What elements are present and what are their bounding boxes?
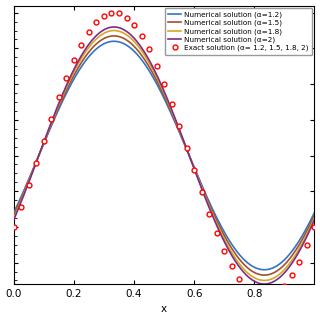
Numerical solution (α=1.8) [313,216,316,220]
Numerical solution (α=1.8) [155,76,159,80]
Numerical solution (α=2) [155,74,159,78]
Exact solution (α= 1.2, 1.5, 1.8, 2) [79,43,83,46]
Exact solution (α= 1.2, 1.5, 1.8, 2) [155,64,158,68]
Numerical solution (α=1.5) [112,34,116,38]
Exact solution (α= 1.2, 1.5, 1.8, 2) [230,265,234,268]
Exact solution (α= 1.2, 1.5, 1.8, 2) [49,116,53,120]
Numerical solution (α=2) [157,78,161,82]
Numerical solution (α=1.8) [12,216,16,220]
Numerical solution (α=1.2) [313,211,316,214]
Exact solution (α= 1.2, 1.5, 1.8, 2) [19,205,23,209]
Exact solution (α= 1.2, 1.5, 1.8, 2) [305,244,309,247]
X-axis label: x: x [161,304,167,315]
Numerical solution (α=1.2) [307,223,310,227]
Exact solution (α= 1.2, 1.5, 1.8, 2) [245,287,249,291]
Numerical solution (α=1.2) [191,164,195,167]
Numerical solution (α=1.8) [307,229,310,233]
Exact solution (α= 1.2, 1.5, 1.8, 2) [162,82,166,86]
Numerical solution (α=2) [112,25,116,29]
Exact solution (α= 1.2, 1.5, 1.8, 2) [237,277,241,281]
Numerical solution (α=1.5) [313,213,316,217]
Line: Numerical solution (α=2): Numerical solution (α=2) [14,27,315,284]
Numerical solution (α=2) [259,282,263,286]
Line: Numerical solution (α=1.8): Numerical solution (α=1.8) [14,30,315,280]
Exact solution (α= 1.2, 1.5, 1.8, 2) [117,12,121,15]
Exact solution (α= 1.2, 1.5, 1.8, 2) [275,292,279,295]
Exact solution (α= 1.2, 1.5, 1.8, 2) [290,273,294,277]
Numerical solution (α=1.2) [112,39,116,43]
Numerical solution (α=1.5) [191,164,195,168]
Exact solution (α= 1.2, 1.5, 1.8, 2) [102,14,106,18]
Numerical solution (α=1.5) [12,213,16,217]
Exact solution (α= 1.2, 1.5, 1.8, 2) [192,169,196,172]
Numerical solution (α=1.5) [157,83,161,87]
Exact solution (α= 1.2, 1.5, 1.8, 2) [252,293,256,297]
Exact solution (α= 1.2, 1.5, 1.8, 2) [12,225,16,229]
Numerical solution (α=1.8) [175,122,179,126]
Line: Numerical solution (α=1.5): Numerical solution (α=1.5) [14,36,315,275]
Exact solution (α= 1.2, 1.5, 1.8, 2) [268,296,271,300]
Numerical solution (α=1.5) [259,273,263,277]
Numerical solution (α=2) [12,218,16,222]
Exact solution (α= 1.2, 1.5, 1.8, 2) [140,34,143,38]
Exact solution (α= 1.2, 1.5, 1.8, 2) [260,296,264,300]
Exact solution (α= 1.2, 1.5, 1.8, 2) [185,146,188,150]
Numerical solution (α=1.2) [259,268,263,271]
Exact solution (α= 1.2, 1.5, 1.8, 2) [87,30,91,34]
Exact solution (α= 1.2, 1.5, 1.8, 2) [124,16,128,20]
Exact solution (α= 1.2, 1.5, 1.8, 2) [57,95,61,99]
Exact solution (α= 1.2, 1.5, 1.8, 2) [27,183,31,187]
Numerical solution (α=1.8) [259,278,263,282]
Numerical solution (α=2) [307,231,310,235]
Numerical solution (α=1.2) [155,83,159,87]
Line: Numerical solution (α=1.2): Numerical solution (α=1.2) [14,41,315,270]
Numerical solution (α=1.8) [157,80,161,84]
Numerical solution (α=1.2) [157,86,161,90]
Exact solution (α= 1.2, 1.5, 1.8, 2) [177,124,181,128]
Numerical solution (α=1.5) [175,124,179,127]
Legend: Numerical solution (α=1.2), Numerical solution (α=1.5), Numerical solution (α=1.: Numerical solution (α=1.2), Numerical so… [165,8,312,55]
Numerical solution (α=2) [191,165,195,169]
Exact solution (α= 1.2, 1.5, 1.8, 2) [132,23,136,27]
Exact solution (α= 1.2, 1.5, 1.8, 2) [42,139,46,142]
Numerical solution (α=2) [175,121,179,125]
Numerical solution (α=1.2) [262,268,266,272]
Exact solution (α= 1.2, 1.5, 1.8, 2) [109,11,113,15]
Exact solution (α= 1.2, 1.5, 1.8, 2) [222,249,226,253]
Numerical solution (α=1.2) [175,125,179,129]
Numerical solution (α=1.5) [262,273,266,277]
Numerical solution (α=1.5) [307,226,310,230]
Line: Exact solution (α= 1.2, 1.5, 1.8, 2): Exact solution (α= 1.2, 1.5, 1.8, 2) [11,11,317,300]
Exact solution (α= 1.2, 1.5, 1.8, 2) [313,225,316,229]
Numerical solution (α=2) [313,218,316,222]
Exact solution (α= 1.2, 1.5, 1.8, 2) [64,76,68,80]
Exact solution (α= 1.2, 1.5, 1.8, 2) [94,20,98,24]
Exact solution (α= 1.2, 1.5, 1.8, 2) [34,161,38,165]
Exact solution (α= 1.2, 1.5, 1.8, 2) [215,231,219,235]
Numerical solution (α=1.8) [112,28,116,32]
Exact solution (α= 1.2, 1.5, 1.8, 2) [200,190,204,194]
Numerical solution (α=1.5) [155,79,159,83]
Numerical solution (α=1.8) [191,164,195,168]
Numerical solution (α=1.2) [12,211,16,214]
Exact solution (α= 1.2, 1.5, 1.8, 2) [207,212,211,215]
Exact solution (α= 1.2, 1.5, 1.8, 2) [72,58,76,62]
Exact solution (α= 1.2, 1.5, 1.8, 2) [298,260,301,264]
Numerical solution (α=2) [262,282,266,286]
Exact solution (α= 1.2, 1.5, 1.8, 2) [170,102,173,106]
Numerical solution (α=1.8) [262,278,266,282]
Exact solution (α= 1.2, 1.5, 1.8, 2) [147,47,151,51]
Exact solution (α= 1.2, 1.5, 1.8, 2) [283,284,286,288]
